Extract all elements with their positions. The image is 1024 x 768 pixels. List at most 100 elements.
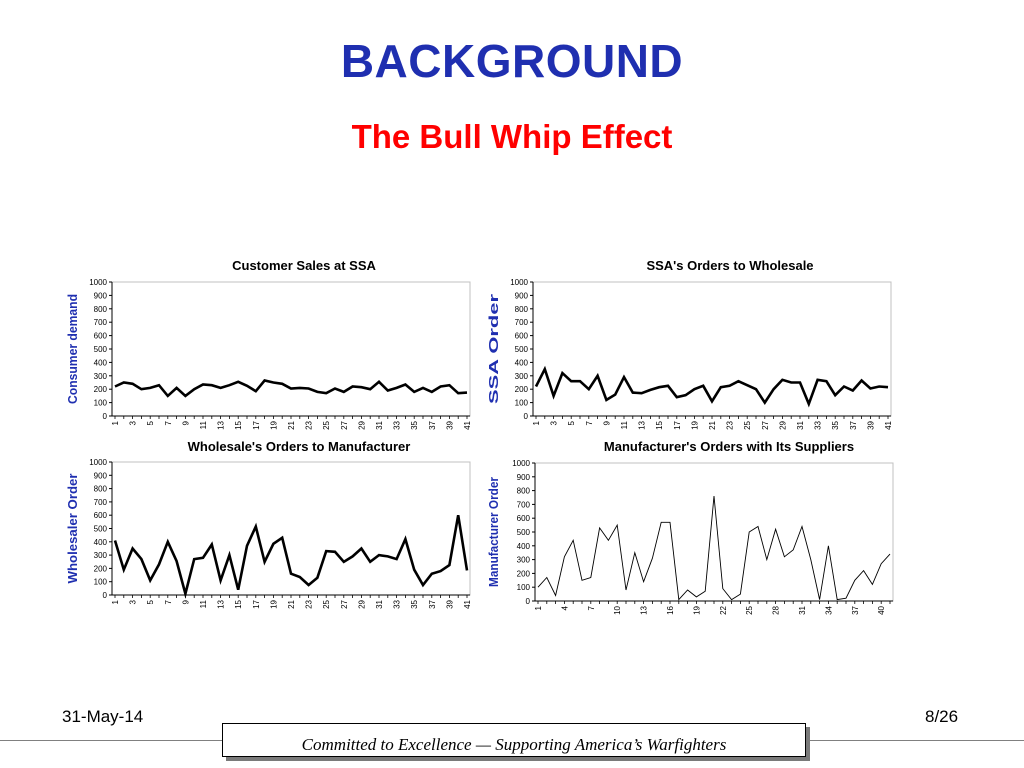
x-tick-label: 28 — [772, 605, 781, 614]
page-number: 8/26 — [925, 707, 959, 726]
x-tick-label: 40 — [877, 605, 886, 614]
x-tick-label: 19 — [690, 420, 699, 429]
y-tick-label: 1000 — [89, 278, 107, 287]
x-tick-label: 29 — [778, 420, 787, 429]
x-tick-label: 19 — [269, 599, 278, 608]
x-tick-label: 33 — [393, 599, 402, 608]
x-tick-label: 11 — [620, 420, 629, 429]
y-tick-label: 300 — [94, 372, 108, 381]
y-tick-label: 300 — [515, 372, 529, 381]
x-tick-label: 41 — [463, 599, 472, 608]
x-tick-label: 5 — [146, 599, 155, 604]
y-tick-label: 100 — [517, 583, 531, 592]
x-tick-label: 31 — [375, 599, 384, 608]
y-tick-label: 200 — [517, 569, 531, 578]
x-tick-label: 23 — [726, 420, 735, 429]
y-axis-label: Consumer demand — [65, 294, 80, 404]
x-tick-label: 3 — [129, 599, 138, 604]
y-tick-label: 400 — [515, 358, 529, 367]
x-tick-label: 3 — [129, 420, 138, 425]
y-tick-label: 100 — [515, 399, 529, 408]
y-tick-label: 600 — [515, 332, 529, 341]
x-tick-label: 16 — [666, 605, 675, 614]
x-tick-label: 41 — [884, 420, 893, 429]
x-tick-label: 23 — [305, 420, 314, 429]
y-tick-label: 600 — [94, 511, 108, 520]
y-tick-label: 700 — [94, 498, 108, 507]
x-tick-label: 37 — [428, 599, 437, 608]
x-tick-label: 25 — [322, 420, 331, 429]
chart-ssa-orders: SSA's Orders to Wholesale SSA Order 0 100 20… — [486, 256, 893, 431]
x-tick-label: 15 — [234, 420, 243, 429]
x-tick-label: 1 — [534, 605, 543, 610]
y-tick-label: 700 — [515, 318, 529, 327]
y-tick-label: 0 — [103, 591, 108, 600]
y-tick-label: 400 — [94, 538, 108, 547]
chart-svg: Wholesale's Orders to Manufacturer Wholes… — [65, 439, 472, 609]
plot-area — [532, 281, 892, 417]
x-tick-label: 15 — [655, 420, 664, 429]
x-tick-label: 27 — [340, 420, 349, 429]
y-tick-label: 0 — [524, 412, 529, 421]
y-tick-label: 500 — [94, 525, 108, 534]
x-tick-label: 27 — [340, 599, 349, 608]
y-tick-label: 400 — [517, 542, 531, 551]
series-line — [537, 496, 891, 601]
x-tick-label: 1 — [532, 420, 541, 425]
x-tick-label: 31 — [375, 420, 384, 429]
x-tick-label: 5 — [567, 420, 576, 425]
x-tick-label: 33 — [814, 420, 823, 429]
x-tick-label: 29 — [357, 599, 366, 608]
y-tick-label: 600 — [517, 514, 531, 523]
slide-title: BACKGROUND — [340, 35, 684, 87]
x-tick-label: 34 — [824, 605, 833, 614]
chart-wholesale-orders: Wholesale's Orders to Manufacturer Wholes… — [65, 437, 472, 612]
series-line — [113, 514, 469, 599]
x-tick-label: 10 — [613, 605, 622, 614]
x-tick-label: 19 — [269, 420, 278, 429]
chart-customer-sales: Customer Sales at SSA Consumer demand 0 100… — [65, 256, 472, 431]
x-tick-label: 17 — [252, 599, 261, 608]
x-tick-label: 7 — [587, 605, 596, 610]
y-tick-label: 100 — [94, 399, 108, 408]
x-tick-label: 39 — [445, 599, 454, 608]
y-tick-label: 300 — [517, 556, 531, 565]
chart-svg: Manufacturer's Orders with Its Suppliers… — [486, 439, 894, 615]
plot-area — [111, 281, 471, 417]
y-tick-label: 1000 — [510, 278, 528, 287]
chart-title: SSA's Orders to Wholesale — [646, 258, 813, 273]
chart-svg: SSA's Orders to Wholesale SSA Order 0 100 20… — [486, 258, 893, 430]
x-tick-label: 35 — [410, 599, 419, 608]
x-tick-label: 25 — [745, 605, 754, 614]
x-tick-label: 31 — [796, 420, 805, 429]
x-tick-label: 25 — [743, 420, 752, 429]
x-tick-label: 33 — [393, 420, 402, 429]
x-tick-label: 21 — [708, 420, 717, 429]
series-line — [534, 365, 889, 408]
x-tick-label: 23 — [305, 599, 314, 608]
y-tick-label: 500 — [515, 345, 529, 354]
series-line — [114, 379, 468, 398]
x-tick-label: 39 — [866, 420, 875, 429]
y-tick-label: 700 — [94, 318, 108, 327]
y-tick-label: 300 — [94, 551, 108, 560]
x-tick-label: 7 — [164, 599, 173, 604]
x-tick-label: 1 — [111, 599, 120, 604]
y-tick-label: 1000 — [512, 459, 530, 468]
x-tick-label: 4 — [560, 605, 569, 610]
chart-svg: Customer Sales at SSA Consumer demand 0 100… — [65, 258, 472, 430]
x-tick-label: 25 — [322, 599, 331, 608]
x-tick-label: 22 — [719, 605, 728, 614]
y-tick-label: 1000 — [89, 458, 107, 467]
y-tick-label: 900 — [94, 291, 108, 300]
y-tick-label: 200 — [515, 385, 529, 394]
chart-title: Customer Sales at SSA — [232, 258, 376, 273]
y-tick-label: 800 — [94, 485, 108, 494]
y-tick-label: 100 — [94, 578, 108, 587]
x-tick-label: 7 — [164, 420, 173, 425]
y-tick-label: 900 — [517, 473, 531, 482]
x-tick-label: 21 — [287, 599, 296, 608]
x-tick-label: 35 — [410, 420, 419, 429]
footer-motto: Committed to Excellence — Supporting Ame… — [301, 735, 727, 754]
y-tick-label: 700 — [517, 500, 531, 509]
